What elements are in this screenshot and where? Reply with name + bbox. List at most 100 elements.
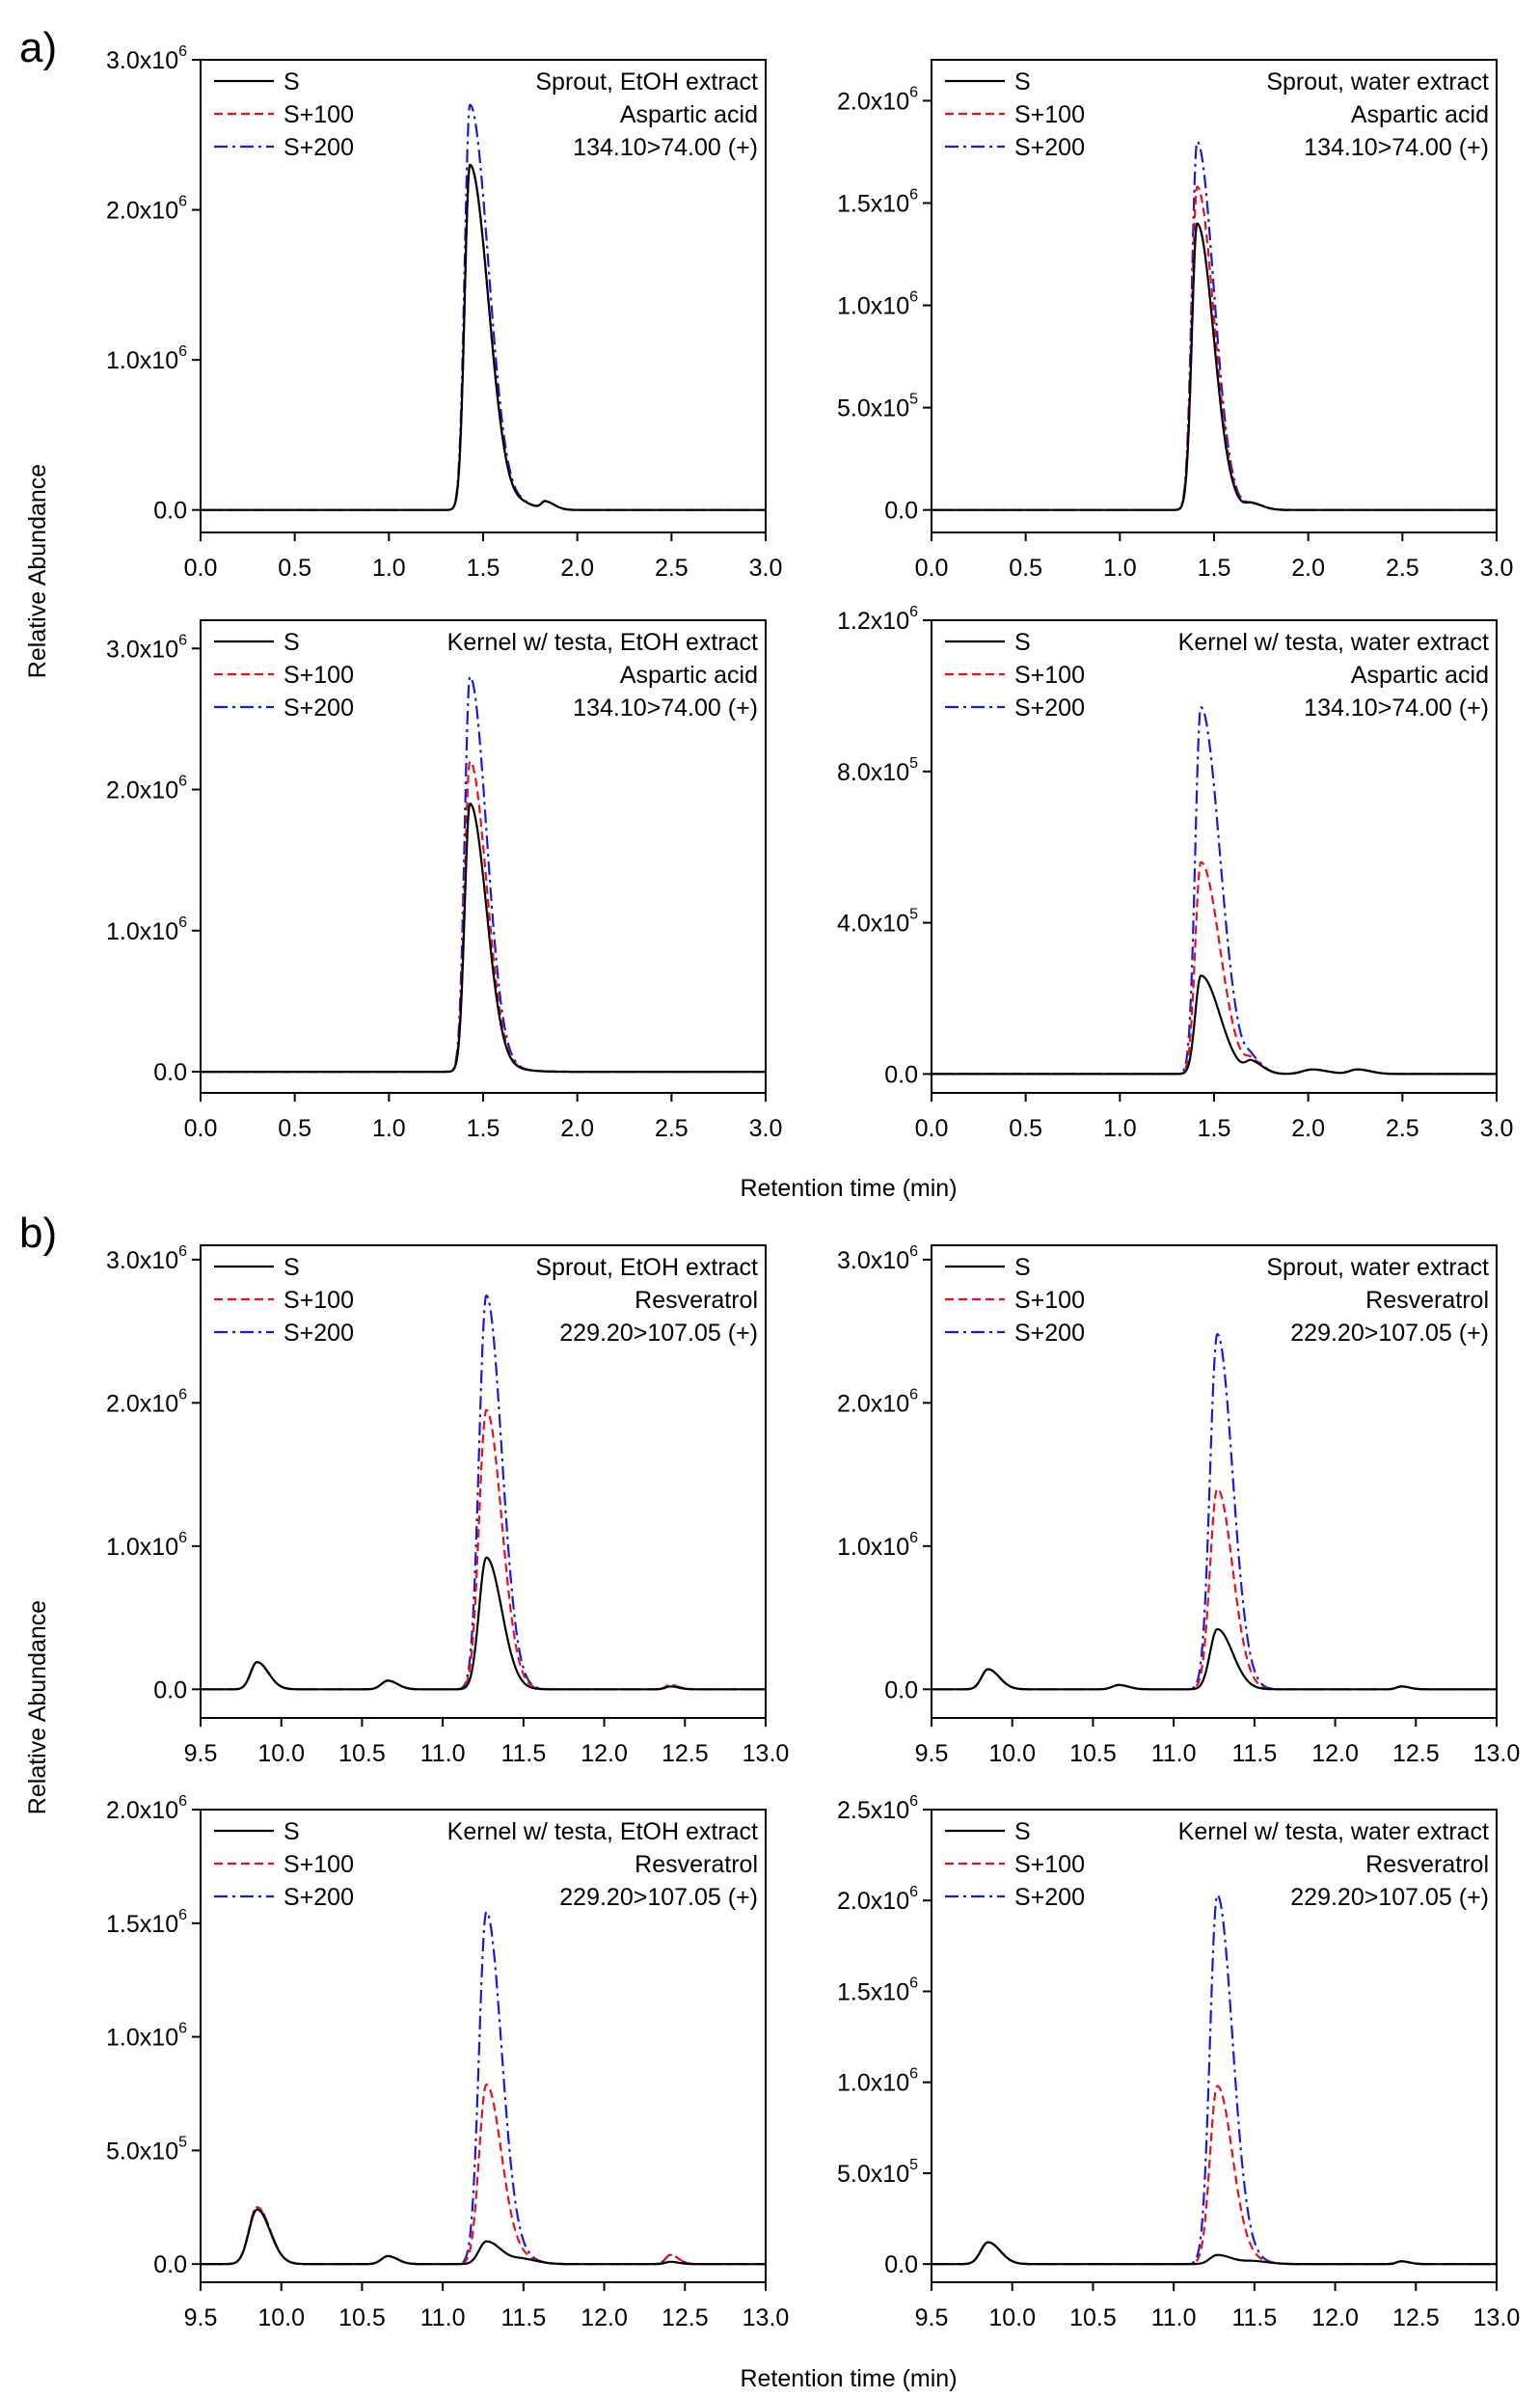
legend-label: S+200	[284, 695, 354, 722]
legend-label: S+100	[1014, 1851, 1085, 1878]
legend-label: S+200	[284, 134, 354, 161]
y-tick-label: 3.0x106	[106, 43, 187, 74]
y-tick-label: 2.0x106	[106, 774, 187, 804]
x-tick-label: 0.0	[915, 555, 949, 582]
annotation-line: Resveratrol	[635, 1287, 758, 1314]
x-tick-label: 1.0	[1103, 555, 1137, 582]
y-tick-label: 1.0x106	[837, 1530, 918, 1561]
y-tick-label: 2.5x106	[837, 1793, 918, 1824]
x-tick-label: 2.0	[1291, 555, 1325, 582]
x-tick-label: 1.0	[372, 555, 406, 582]
x-tick-label: 11.5	[500, 2304, 546, 2331]
trace-S	[201, 2208, 766, 2266]
x-tick-label: 2.5	[1386, 1115, 1419, 1142]
y-tick-label: 1.2x106	[837, 604, 918, 635]
plot-frame	[931, 1809, 1498, 2283]
chart-a1: 0.0 0.5 1.0 1.5 2.0 2.5 3.0 0.0 1.0x106 2.0x106 3.…	[106, 43, 782, 582]
x-tick-label: 13.0	[1473, 2304, 1521, 2331]
plot-frame	[931, 619, 1498, 1094]
legend-label: S	[284, 629, 300, 656]
y-tick-label: 0.0	[884, 498, 918, 525]
x-tick-label: 11.5	[500, 1740, 546, 1767]
annotation-line: Resveratrol	[1365, 1851, 1489, 1878]
legend-label: S+200	[1014, 1320, 1085, 1347]
y-tick-label: 1.5x106	[837, 186, 918, 217]
y-tick-label: 3.0x106	[837, 1243, 918, 1274]
trace-S	[932, 974, 1497, 1076]
chart-a2: 0.0 0.5 1.0 1.5 2.0 2.5 3.0 0.0 5.0x105 1.0x106 1.…	[837, 59, 1513, 582]
panels: 0.0 0.5 1.0 1.5 2.0 2.5 3.0 0.0 1.0x106 2.0x106 3.…	[106, 43, 1520, 2331]
x-tick-label: 10.5	[338, 2304, 386, 2331]
x-tick-label: 1.0	[372, 1115, 406, 1142]
x-tick-label: 3.0	[749, 555, 783, 582]
plot-frame	[931, 59, 1498, 533]
trace-Splus100	[932, 1487, 1497, 1691]
annotation-line: 229.20>107.05 (+)	[1290, 1320, 1489, 1347]
legend-label: S+200	[1014, 695, 1085, 722]
trace-S	[201, 803, 766, 1074]
x-tick-label: 0.0	[184, 1115, 218, 1142]
trace-Splus100	[201, 760, 766, 1074]
x-tick-label: 2.0	[560, 1115, 594, 1142]
legend-label: S	[1014, 1818, 1031, 1845]
legend-label: S+200	[1014, 134, 1085, 161]
x-tick-label: 2.0	[560, 555, 594, 582]
annotation-line: Aspartic acid	[620, 662, 758, 689]
y-tick-label: 5.0x105	[837, 2157, 918, 2188]
x-tick-label: 2.5	[655, 555, 689, 582]
x-tick-label: 1.5	[1198, 555, 1231, 582]
annotation-line: Sprout, water extract	[1266, 68, 1489, 95]
annotation-line: 134.10>74.00 (+)	[1304, 695, 1489, 722]
x-tick-label: 0.5	[278, 555, 311, 582]
x-axis-title-b: Retention time (min)	[740, 2365, 957, 2392]
y-tick-label: 0.0	[884, 1061, 918, 1088]
x-tick-label: 11.0	[420, 1740, 466, 1767]
trace-S	[201, 163, 766, 511]
x-tick-label: 2.0	[1291, 1115, 1325, 1142]
x-axis-title-a: Retention time (min)	[740, 1175, 957, 1202]
y-tick-label: 2.0x106	[106, 194, 187, 225]
x-tick-label: 0.5	[1009, 1115, 1042, 1142]
y-tick-label: 0.0	[153, 2251, 187, 2278]
y-tick-label: 0.0	[153, 1676, 187, 1703]
x-tick-label: 10.0	[988, 2304, 1036, 2331]
trace-Splus200	[932, 706, 1497, 1076]
trace-Splus100	[201, 1408, 766, 1691]
chart-b2: 9.5 10.0 10.5 11.0 11.5 12.0 12.5 13.0 0.0 1.0x10…	[837, 1243, 1520, 1767]
x-tick-label: 11.5	[1231, 1740, 1277, 1767]
x-tick-label: 10.0	[988, 1740, 1036, 1767]
x-tick-label: 10.5	[1069, 2304, 1117, 2331]
legend-label: S	[1014, 68, 1031, 95]
trace-Splus100	[932, 185, 1497, 511]
y-tick-label: 2.0x106	[837, 1884, 918, 1915]
x-tick-label: 11.0	[1151, 1740, 1197, 1767]
legend-label: S	[1014, 629, 1031, 656]
y-tick-label: 3.0x106	[106, 1243, 187, 1274]
trace-Splus200	[932, 140, 1497, 511]
y-tick-label: 2.0x106	[106, 1793, 187, 1824]
legend-label: S+100	[1014, 101, 1085, 128]
x-tick-label: 13.0	[743, 1740, 790, 1767]
x-tick-label: 12.0	[1311, 1740, 1359, 1767]
x-tick-label: 11.5	[1231, 2304, 1277, 2331]
plot-frame	[200, 59, 767, 533]
annotation-line: Aspartic acid	[1351, 662, 1489, 689]
x-tick-label: 3.0	[749, 1115, 783, 1142]
y-tick-label: 1.0x106	[837, 2066, 918, 2097]
legend-label: S+200	[1014, 1884, 1085, 1911]
x-tick-label: 2.5	[1386, 555, 1419, 582]
panel-label-b: b)	[19, 1210, 57, 1257]
y-tick-label: 1.0x106	[106, 1530, 187, 1561]
annotation-line: Resveratrol	[1365, 1287, 1489, 1314]
annotation-line: Resveratrol	[635, 1851, 758, 1878]
chart-b4: 9.5 10.0 10.5 11.0 11.5 12.0 12.5 13.0 0.0 5.0x10…	[837, 1793, 1520, 2331]
trace-S	[201, 1556, 766, 1691]
x-tick-label: 12.5	[662, 2304, 709, 2331]
x-tick-label: 9.5	[915, 1740, 949, 1767]
x-tick-label: 13.0	[743, 2304, 790, 2331]
x-tick-label: 0.0	[915, 1115, 949, 1142]
x-tick-label: 1.5	[1198, 1115, 1231, 1142]
chart-b3: 9.5 10.0 10.5 11.0 11.5 12.0 12.5 13.0 0.0 5.0x10…	[106, 1793, 789, 2331]
legend-label: S+200	[284, 1320, 354, 1347]
trace-Splus200	[201, 103, 766, 511]
